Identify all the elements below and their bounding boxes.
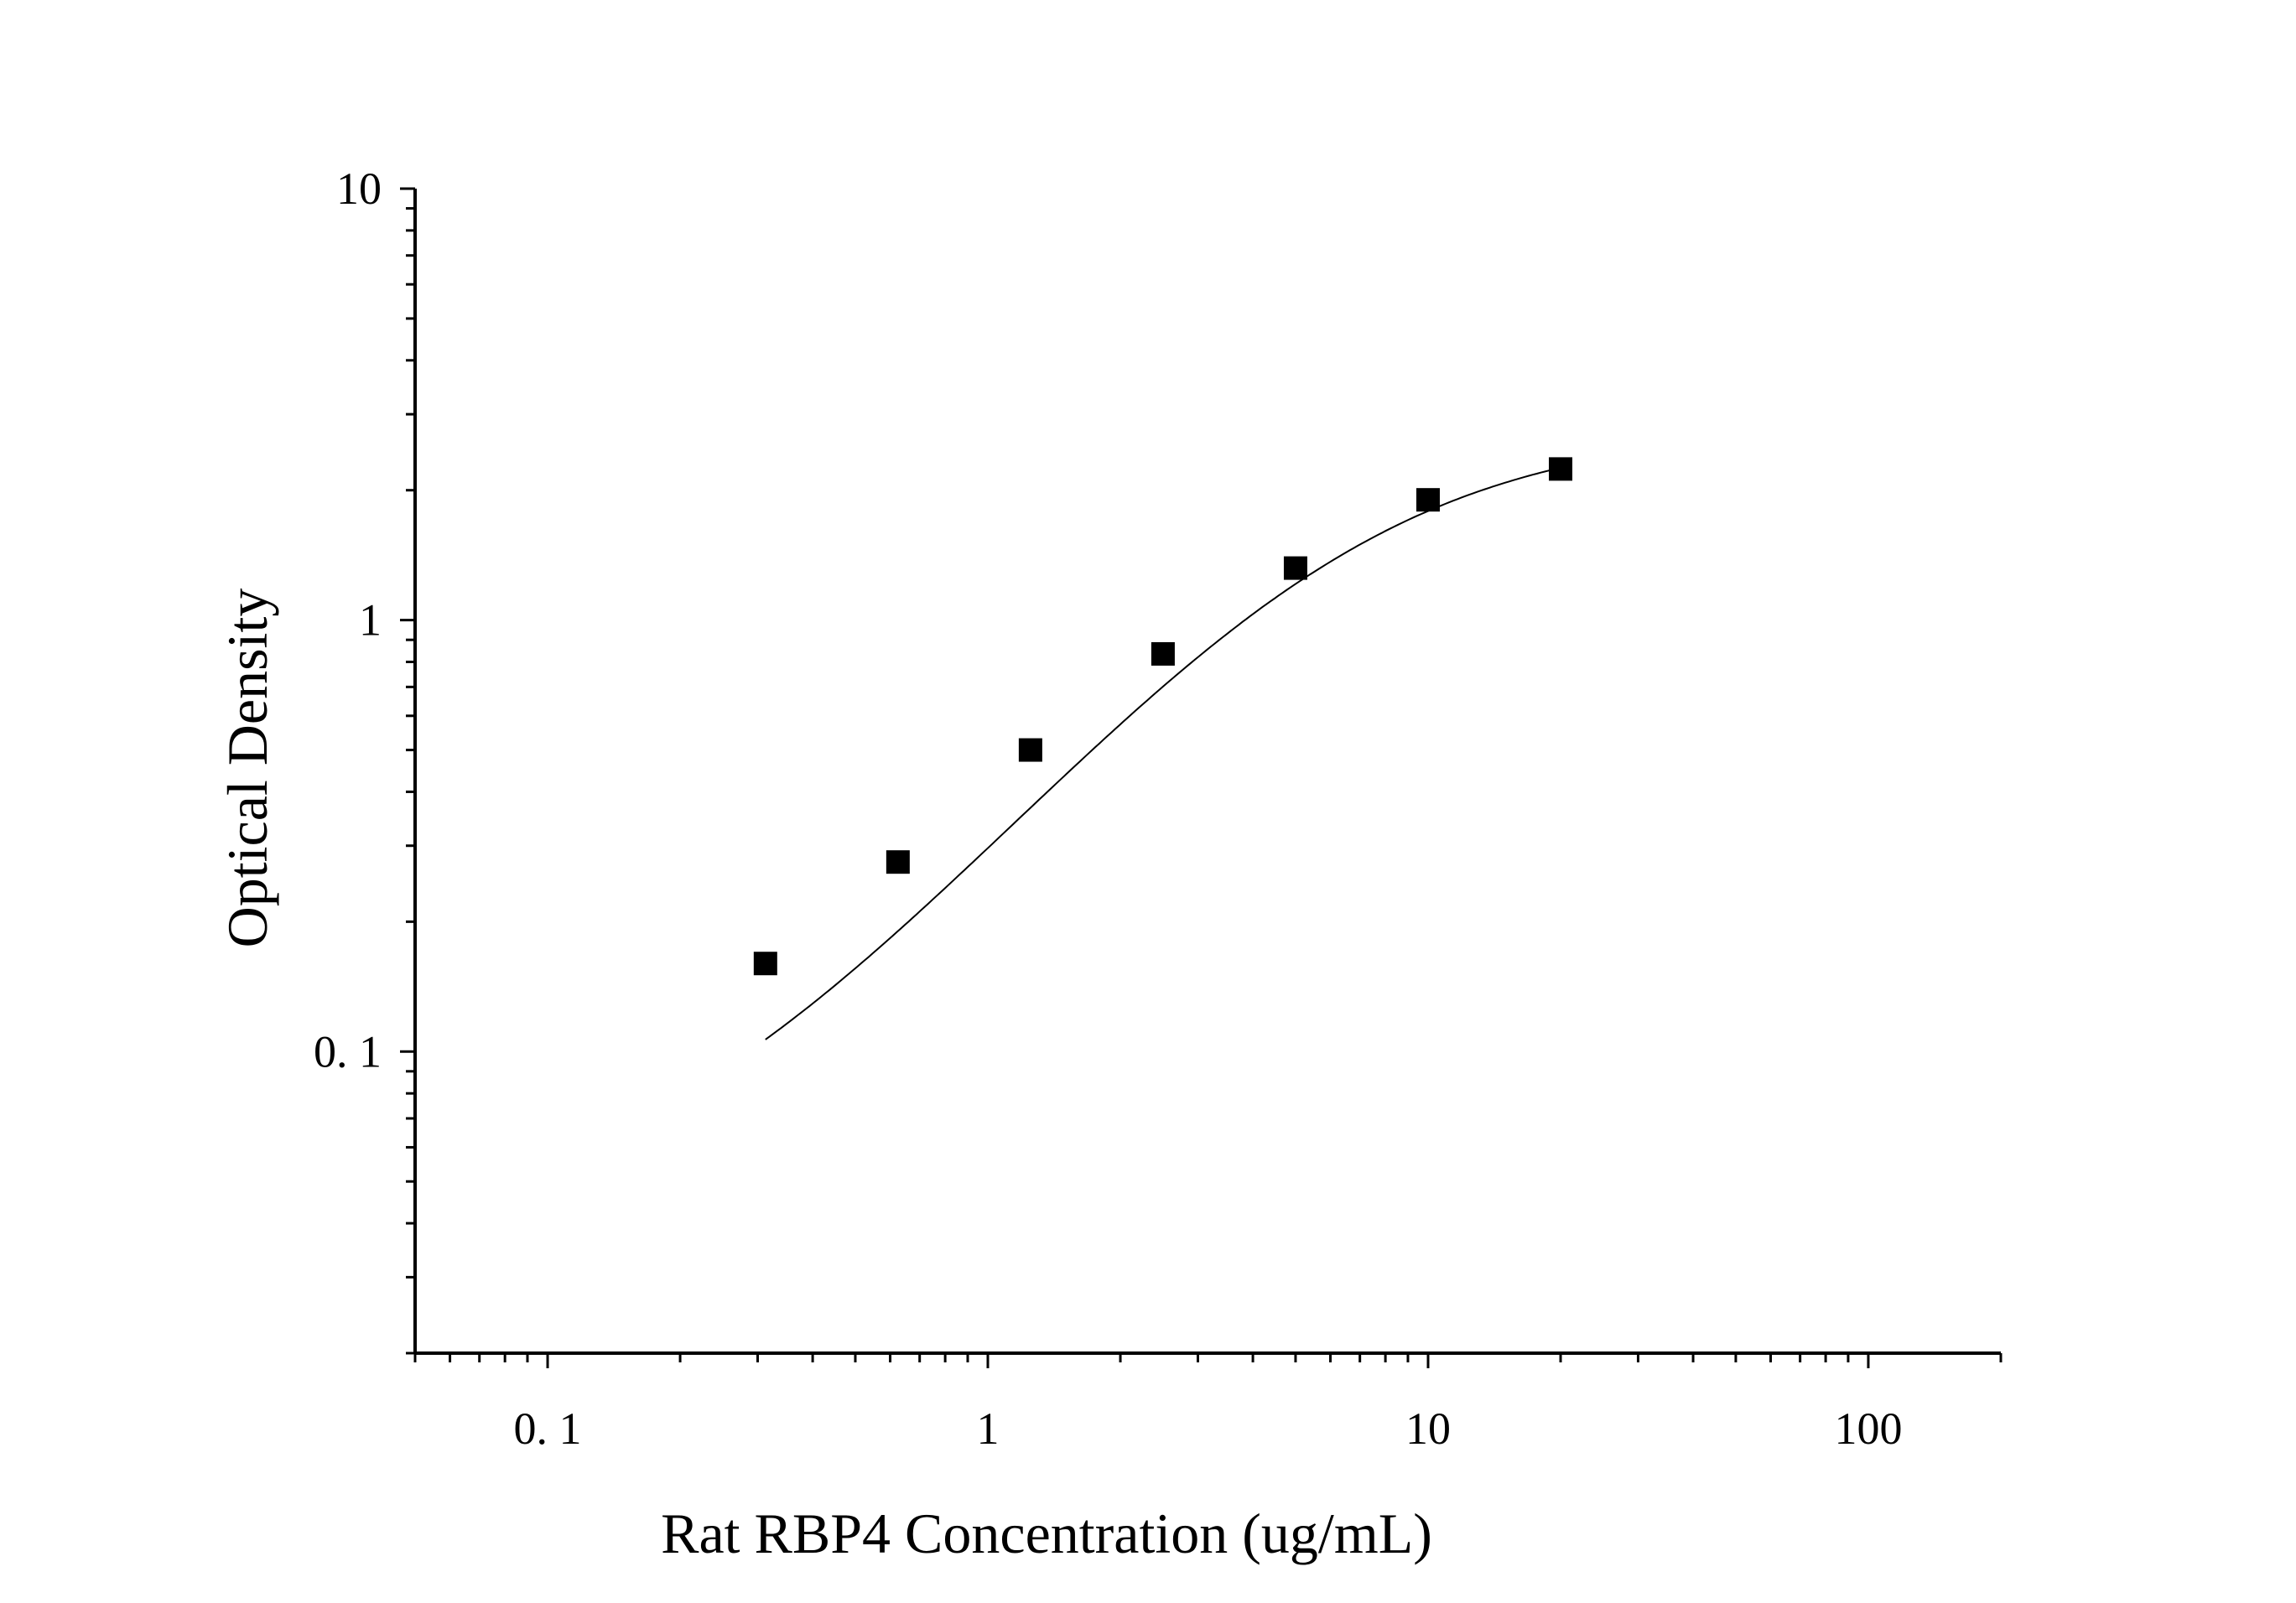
- x-tick-label: 0. 1: [514, 1403, 582, 1454]
- x-axis-ticks: 0. 1 1 10 100: [413, 1353, 2003, 1454]
- y-tick-label: 0. 1: [314, 1026, 382, 1076]
- data-point: [753, 952, 777, 976]
- data-point: [1151, 641, 1175, 666]
- x-tick-label: 10: [1405, 1403, 1451, 1454]
- x-axis-title: Rat RBP4 Concentration (ug/mL): [661, 1502, 1432, 1565]
- data-point: [1283, 556, 1307, 580]
- data-point: [1018, 738, 1042, 762]
- data-point: [886, 850, 910, 874]
- data-points: [753, 457, 1573, 976]
- data-point: [1416, 488, 1440, 512]
- y-tick-label: 10: [336, 163, 382, 214]
- data-point: [1549, 457, 1573, 481]
- x-tick-label: 1: [977, 1403, 1000, 1454]
- fit-curve: [765, 466, 1561, 1040]
- y-axis-title: Optical Density: [216, 589, 279, 948]
- y-tick-label: 1: [359, 595, 382, 646]
- y-axis-ticks: 0. 1 1 10: [314, 163, 415, 1355]
- x-tick-label: 100: [1834, 1403, 1902, 1454]
- axes: [413, 189, 2001, 1355]
